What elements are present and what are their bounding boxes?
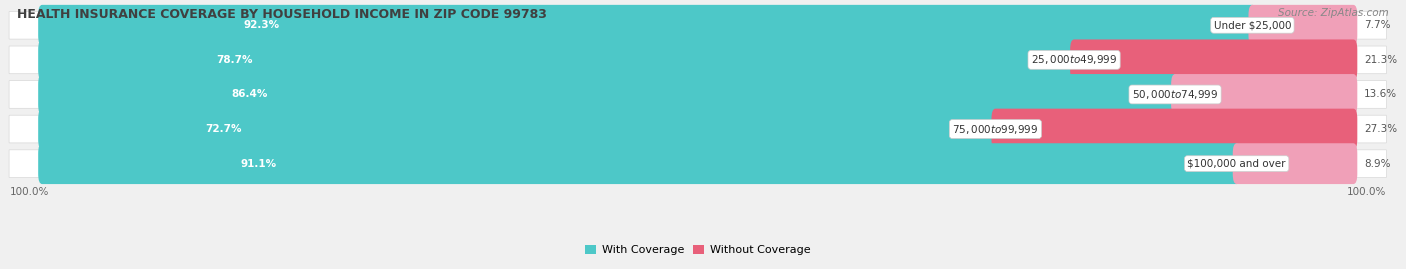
- FancyBboxPatch shape: [8, 46, 1386, 74]
- FancyBboxPatch shape: [991, 109, 1357, 150]
- FancyBboxPatch shape: [1070, 40, 1357, 80]
- FancyBboxPatch shape: [8, 11, 1386, 39]
- FancyBboxPatch shape: [38, 143, 1240, 184]
- FancyBboxPatch shape: [38, 40, 1078, 80]
- Text: 100.0%: 100.0%: [1347, 187, 1386, 197]
- Text: 27.3%: 27.3%: [1364, 124, 1398, 134]
- Text: Under $25,000: Under $25,000: [1213, 20, 1291, 30]
- Text: 91.1%: 91.1%: [240, 159, 277, 169]
- FancyBboxPatch shape: [1249, 5, 1357, 46]
- Text: 78.7%: 78.7%: [217, 55, 253, 65]
- Text: 7.7%: 7.7%: [1364, 20, 1391, 30]
- FancyBboxPatch shape: [8, 150, 1386, 178]
- Text: 100.0%: 100.0%: [10, 187, 49, 197]
- FancyBboxPatch shape: [1171, 74, 1357, 115]
- Text: $25,000 to $49,999: $25,000 to $49,999: [1031, 53, 1118, 66]
- Text: 13.6%: 13.6%: [1364, 90, 1398, 100]
- FancyBboxPatch shape: [38, 74, 1180, 115]
- FancyBboxPatch shape: [1233, 143, 1357, 184]
- FancyBboxPatch shape: [8, 115, 1386, 143]
- FancyBboxPatch shape: [38, 109, 1000, 150]
- Legend: With Coverage, Without Coverage: With Coverage, Without Coverage: [581, 241, 815, 260]
- Text: 21.3%: 21.3%: [1364, 55, 1398, 65]
- Text: 72.7%: 72.7%: [205, 124, 242, 134]
- Text: $75,000 to $99,999: $75,000 to $99,999: [952, 123, 1039, 136]
- Text: 92.3%: 92.3%: [243, 20, 280, 30]
- Text: 8.9%: 8.9%: [1364, 159, 1391, 169]
- FancyBboxPatch shape: [38, 5, 1257, 46]
- Text: HEALTH INSURANCE COVERAGE BY HOUSEHOLD INCOME IN ZIP CODE 99783: HEALTH INSURANCE COVERAGE BY HOUSEHOLD I…: [17, 8, 547, 21]
- FancyBboxPatch shape: [8, 81, 1386, 108]
- Text: $100,000 and over: $100,000 and over: [1188, 159, 1286, 169]
- Text: 86.4%: 86.4%: [232, 90, 269, 100]
- Text: $50,000 to $74,999: $50,000 to $74,999: [1132, 88, 1218, 101]
- Text: Source: ZipAtlas.com: Source: ZipAtlas.com: [1278, 8, 1389, 18]
